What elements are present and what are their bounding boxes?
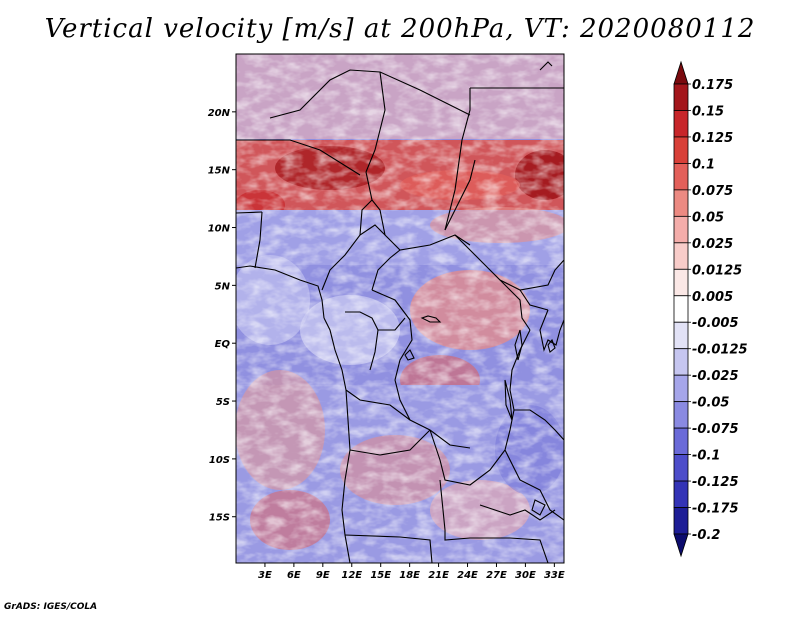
- longitude-axis: 3E 6E 9E 12E 15E 18E 21E 24E 27E 30E 33E: [258, 563, 565, 581]
- lat-tick-label: 15S: [209, 513, 230, 524]
- colorbar-segment: [673, 480, 689, 508]
- colorbar-label: -0.2: [692, 528, 720, 543]
- colorbar-segment: [673, 110, 689, 138]
- colorbar-segment: [673, 374, 689, 403]
- colorbar-label: -0.025: [692, 369, 739, 384]
- colorbar-segment: [673, 268, 689, 297]
- lat-tick-label: 5N: [215, 281, 231, 292]
- lon-tick-label: 24E: [457, 570, 478, 581]
- colorbar-label: 0.05: [692, 210, 724, 225]
- lon-tick-label: 18E: [399, 570, 420, 581]
- colorbar-segment: [673, 321, 689, 350]
- latitude-axis: 20N 15N 10N 5N EQ 5S 10S 15S: [208, 108, 236, 524]
- colorbar-label: 0.15: [692, 104, 724, 119]
- country-borders: [236, 61, 564, 563]
- colorbar-label: 0.025: [692, 237, 733, 252]
- chart-title: Vertical velocity [m/s] at 200hPa, VT: 2…: [44, 14, 756, 44]
- colorbar-segment: [673, 295, 689, 323]
- colorbar-segment: [673, 401, 689, 429]
- colorbar-segment: [673, 454, 689, 482]
- lon-tick-label: 15E: [370, 570, 391, 581]
- colorbar: 0.175 0.15 0.125 0.1 0.075 0.05 0.025 0.0125 0.0…: [673, 60, 748, 558]
- colorbar-segment: [673, 242, 689, 270]
- colorbar-label: 0.175: [692, 78, 733, 93]
- colorbar-label: -0.175: [692, 502, 739, 517]
- lat-tick-label: 10N: [208, 224, 231, 235]
- colorbar-segment: [673, 83, 689, 111]
- lon-tick-label: 3E: [258, 570, 272, 581]
- colorbar-label: -0.0125: [692, 343, 748, 358]
- lon-tick-label: 12E: [341, 570, 362, 581]
- colorbar-label: 0.125: [692, 131, 733, 146]
- colorbar-label: 0.005: [692, 290, 733, 305]
- map-frame: [235, 53, 565, 564]
- colorbar-label: 0.0125: [692, 263, 742, 278]
- velocity-field: [236, 54, 564, 563]
- colorbar-segment: [673, 427, 689, 455]
- colorbar-label: -0.075: [692, 422, 739, 437]
- lon-tick-label: 9E: [316, 570, 330, 581]
- colorbar-label: 0.1: [692, 157, 715, 172]
- colorbar-segment: [673, 215, 689, 244]
- colorbar-label: -0.005: [692, 316, 739, 331]
- lat-tick-label: 5S: [216, 397, 230, 408]
- colorbar-label: -0.125: [692, 475, 739, 490]
- lon-tick-label: 21E: [428, 570, 449, 581]
- colorbar-segment: [673, 136, 689, 164]
- colorbar-segment: [673, 163, 689, 191]
- colorbar-segment: [673, 189, 689, 217]
- lat-tick-label: 20N: [208, 108, 231, 119]
- lon-tick-label: 30E: [515, 570, 536, 581]
- lat-tick-label: 10S: [209, 455, 230, 466]
- colorbar-segment: [673, 348, 689, 376]
- grads-credit: GrADS: IGES/COLA: [4, 602, 98, 612]
- colorbar-label: -0.1: [692, 449, 720, 464]
- lon-tick-label: 27E: [486, 570, 507, 581]
- lat-tick-label: EQ: [215, 339, 231, 350]
- colorbar-segment: [673, 507, 689, 535]
- colorbar-max-arrow: [673, 60, 689, 85]
- lat-tick-label: 15N: [208, 166, 231, 177]
- colorbar-min-arrow: [673, 533, 689, 558]
- lon-tick-label: 33E: [544, 570, 565, 581]
- colorbar-label: -0.05: [692, 396, 729, 411]
- colorbar-label: 0.075: [692, 184, 733, 199]
- lon-tick-label: 6E: [287, 570, 301, 581]
